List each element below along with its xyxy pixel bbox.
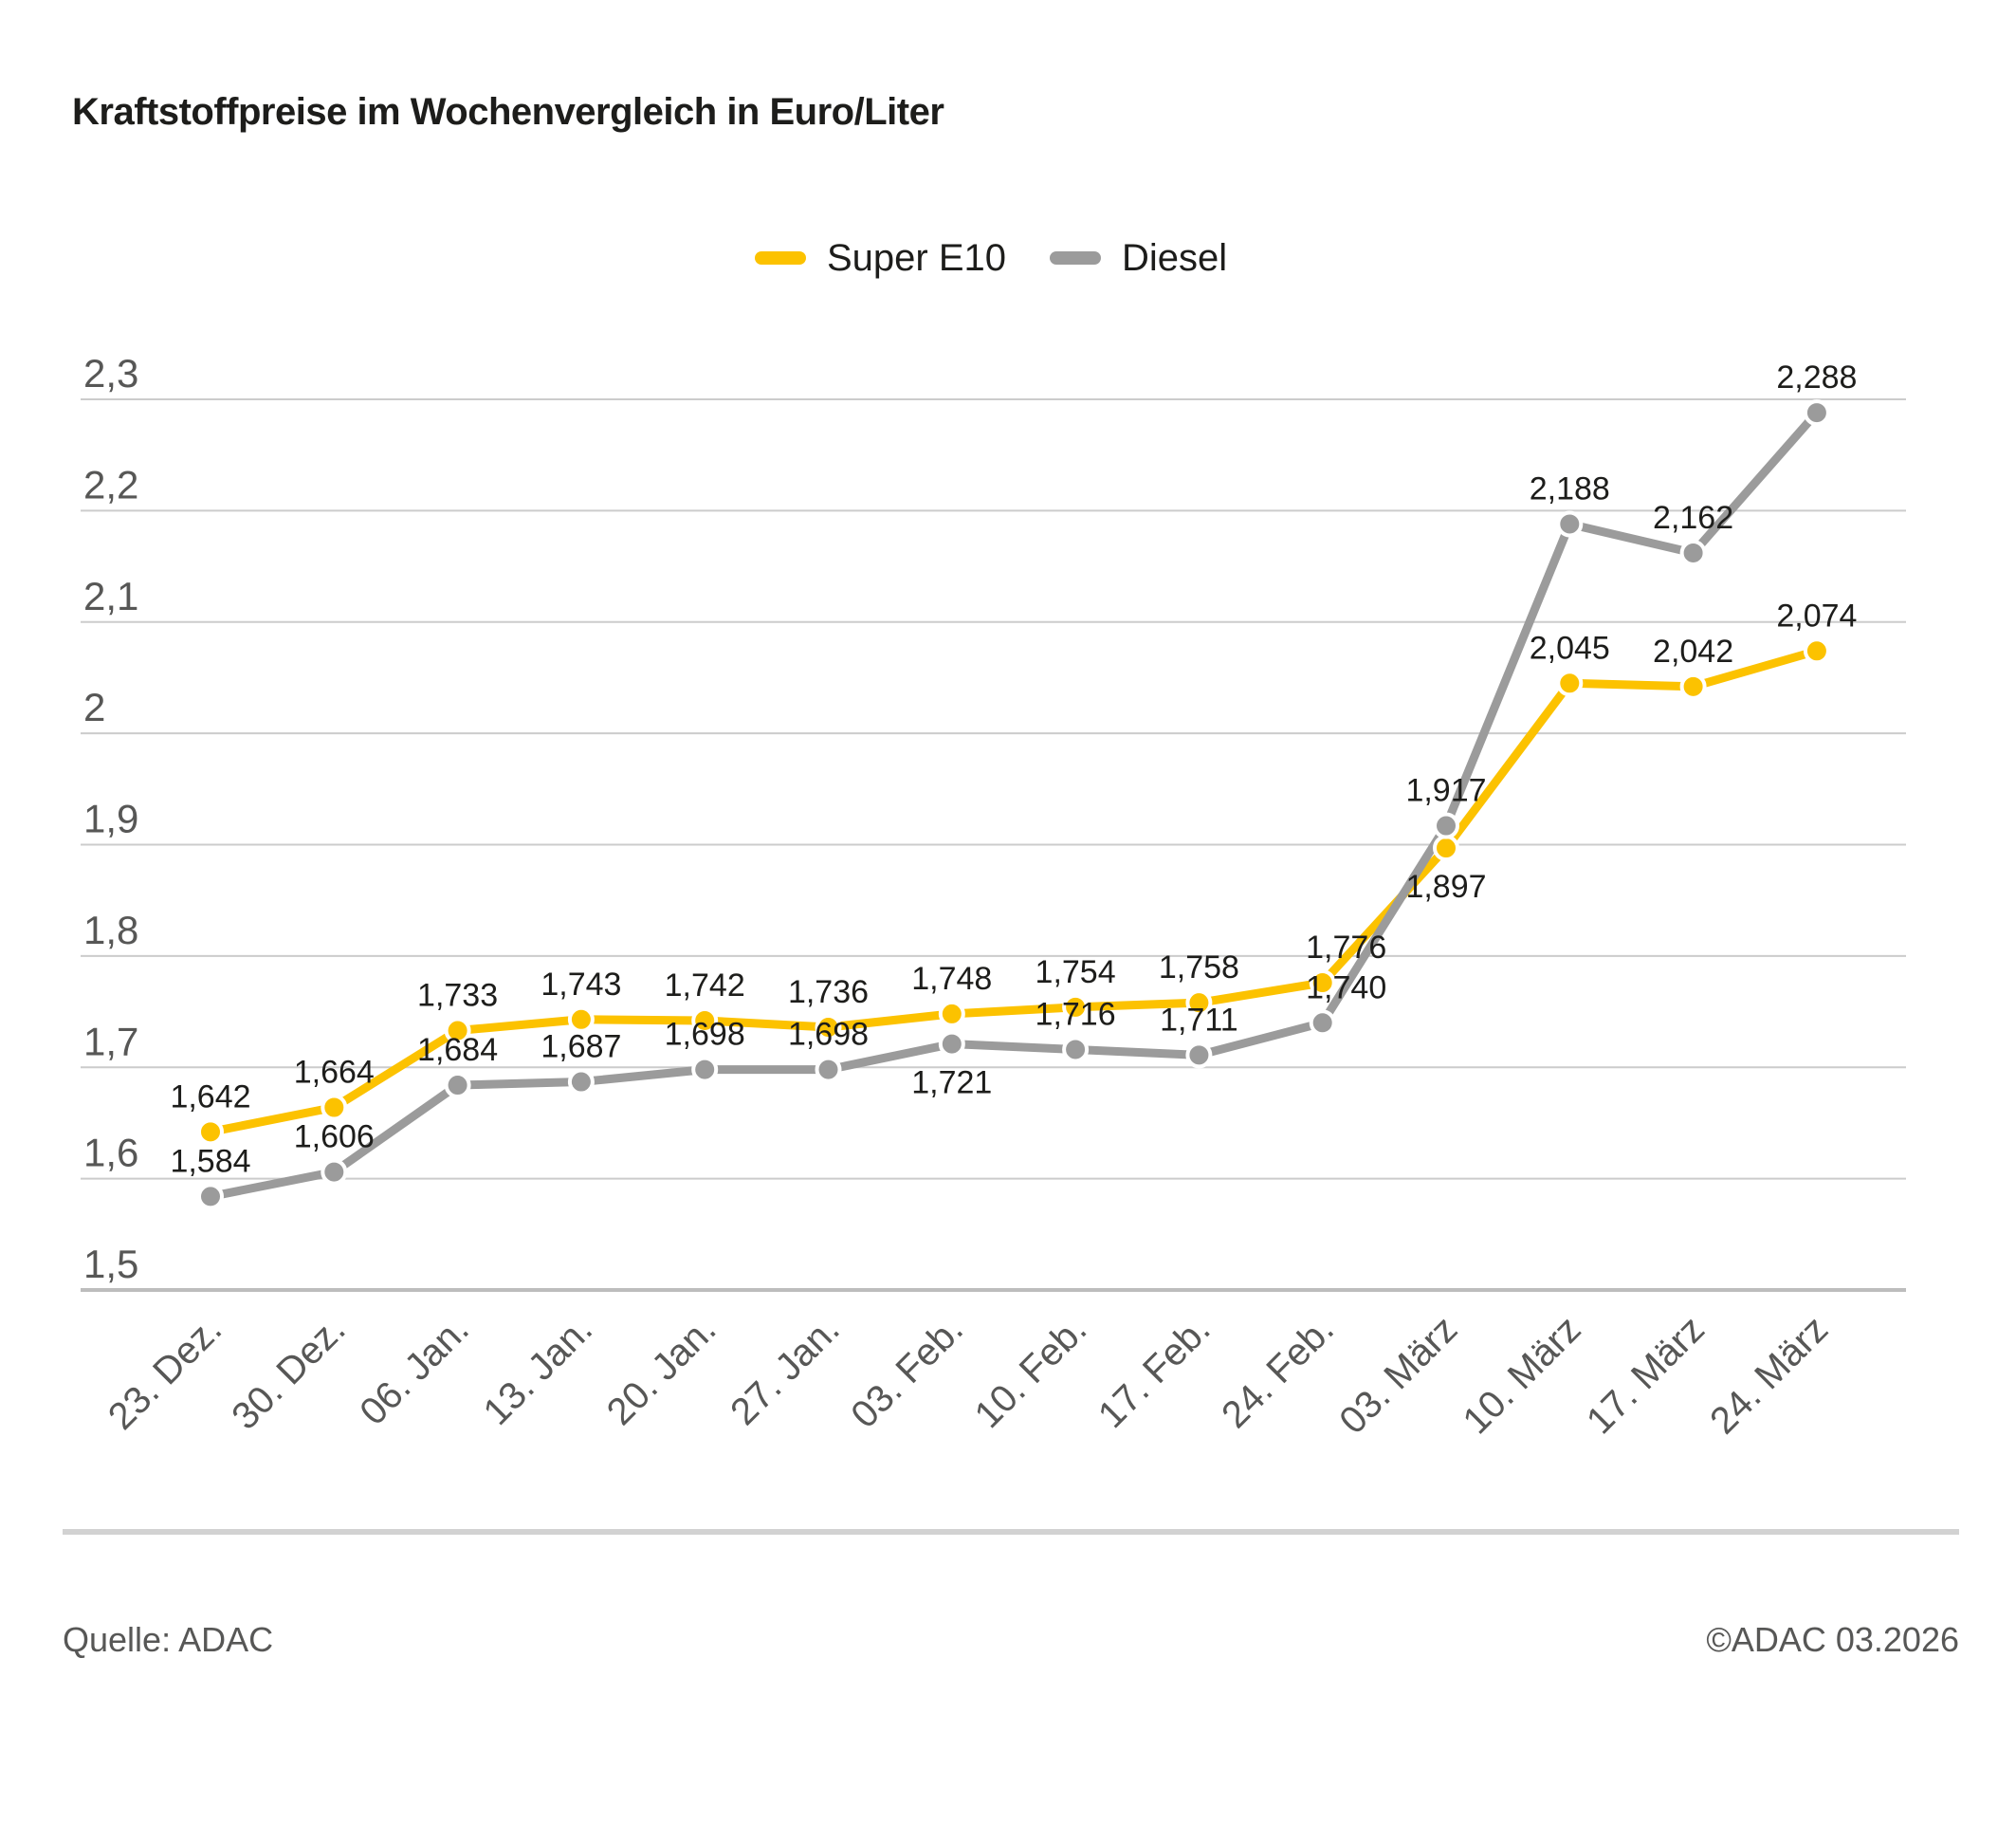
x-tick-label: 17. Feb. <box>1090 1308 1219 1436</box>
data-point-super-e10 <box>815 1013 842 1041</box>
x-tick-label: 23. Dez. <box>101 1308 229 1437</box>
data-point-label-diesel: 1,698 <box>788 1017 869 1053</box>
data-point-super-e10 <box>1556 670 1584 697</box>
chart-title: Kraftstoffpreise im Wochenvergleich in E… <box>72 91 944 133</box>
data-point-super-e10 <box>938 1000 965 1027</box>
data-point-diesel <box>1679 539 1707 566</box>
data-point-super-e10 <box>1185 989 1213 1017</box>
data-point-label-super-e10: 1,742 <box>665 967 745 1004</box>
x-tick-label: 06. Jan. <box>352 1308 477 1433</box>
legend-label-super-e10: Super E10 <box>827 237 1007 279</box>
x-tick-label: 24. März <box>1702 1308 1836 1442</box>
data-point-label-diesel: 1,584 <box>170 1143 250 1179</box>
data-point-diesel <box>567 1068 595 1096</box>
data-point-label-diesel: 2,162 <box>1653 500 1733 536</box>
x-tick-label: 17. März <box>1579 1308 1713 1442</box>
data-point-super-e10 <box>1062 993 1090 1021</box>
footer-source: Quelle: ADAC <box>63 1620 274 1659</box>
data-point-label-super-e10: 1,642 <box>170 1078 250 1115</box>
data-point-label-diesel: 2,288 <box>1776 359 1857 396</box>
data-point-super-e10 <box>197 1118 224 1146</box>
data-point-label-diesel: 1,740 <box>1306 969 1386 1005</box>
data-point-super-e10 <box>691 1006 719 1034</box>
data-point-super-e10 <box>567 1005 595 1033</box>
footer-divider <box>63 1529 1959 1535</box>
data-point-label-diesel: 1,917 <box>1405 773 1486 809</box>
data-point-super-e10 <box>1433 835 1459 862</box>
data-point-diesel <box>1803 399 1830 427</box>
chart-legend: Super E10 Diesel <box>755 239 1227 277</box>
data-point-diesel <box>1433 812 1459 839</box>
data-point-diesel <box>321 1158 348 1186</box>
data-point-label-super-e10: 1,897 <box>1405 869 1486 905</box>
data-point-super-e10 <box>444 1017 471 1044</box>
y-tick-label: 1,5 <box>83 1242 138 1286</box>
data-point-diesel <box>691 1056 719 1083</box>
data-point-label-diesel: 1,684 <box>417 1032 498 1068</box>
y-tick-label: 1,7 <box>83 1019 138 1063</box>
x-tick-label: 10. März <box>1456 1308 1589 1442</box>
data-point-diesel <box>1185 1041 1213 1069</box>
y-tick-label: 2 <box>83 685 105 729</box>
data-point-label-diesel: 1,711 <box>1160 1002 1238 1038</box>
data-point-super-e10 <box>1309 969 1336 997</box>
data-point-label-super-e10: 1,758 <box>1159 949 1239 986</box>
series-line-diesel <box>206 408 1822 1201</box>
x-tick-label: 13. Jan. <box>476 1308 601 1433</box>
legend-item-super-e10: Super E10 <box>755 239 1006 277</box>
data-point-label-super-e10: 2,074 <box>1776 598 1857 634</box>
data-point-label-super-e10: 1,754 <box>1035 954 1116 990</box>
data-point-label-super-e10: 2,045 <box>1530 630 1610 666</box>
series-line-super-e10 <box>206 646 1822 1136</box>
x-tick-label: 03. März <box>1331 1308 1465 1442</box>
data-point-label-super-e10: 1,733 <box>417 978 498 1014</box>
legend-item-diesel: Diesel <box>1050 239 1227 277</box>
data-point-super-e10 <box>1803 637 1830 665</box>
y-tick-label: 1,6 <box>83 1131 138 1175</box>
y-tick-label: 2,1 <box>83 574 138 618</box>
y-tick-label: 1,9 <box>83 797 138 841</box>
data-point-label-diesel: 1,721 <box>911 1065 992 1101</box>
legend-swatch-super-e10 <box>755 251 806 265</box>
y-tick-label: 2,2 <box>83 462 138 507</box>
data-point-label-diesel: 2,188 <box>1530 470 1610 507</box>
data-point-diesel <box>444 1072 471 1099</box>
data-point-diesel <box>815 1056 842 1083</box>
data-point-label-super-e10: 1,776 <box>1306 930 1386 966</box>
x-tick-label: 10. Feb. <box>967 1308 1095 1436</box>
data-point-label-diesel: 1,698 <box>665 1017 745 1053</box>
data-point-label-super-e10: 1,743 <box>541 967 621 1003</box>
x-tick-label: 03. Feb. <box>843 1308 971 1436</box>
data-point-diesel <box>938 1030 965 1058</box>
footer-copyright: ©ADAC 03.2026 <box>1706 1620 1959 1659</box>
data-point-diesel <box>1062 1036 1090 1063</box>
data-point-diesel <box>1309 1009 1336 1037</box>
data-point-diesel <box>197 1183 224 1210</box>
data-point-label-diesel: 1,687 <box>541 1029 621 1065</box>
data-point-label-super-e10: 2,042 <box>1653 634 1733 670</box>
legend-label-diesel: Diesel <box>1122 237 1228 279</box>
x-tick-label: 30. Dez. <box>224 1308 353 1437</box>
y-tick-label: 1,8 <box>83 908 138 952</box>
data-point-label-super-e10: 1,664 <box>294 1055 375 1091</box>
data-point-label-super-e10: 1,748 <box>911 961 992 997</box>
data-point-diesel <box>1556 510 1584 538</box>
legend-swatch-diesel <box>1050 251 1102 265</box>
data-point-super-e10 <box>1679 672 1707 700</box>
x-tick-label: 27. Jan. <box>723 1308 848 1433</box>
data-point-label-diesel: 1,606 <box>294 1119 375 1155</box>
data-point-super-e10 <box>321 1094 348 1121</box>
x-tick-label: 24. Feb. <box>1214 1308 1342 1436</box>
data-point-label-diesel: 1,716 <box>1035 996 1116 1032</box>
x-tick-label: 20. Jan. <box>599 1308 724 1433</box>
y-tick-label: 2,3 <box>83 351 138 396</box>
data-point-label-super-e10: 1,736 <box>788 974 869 1010</box>
